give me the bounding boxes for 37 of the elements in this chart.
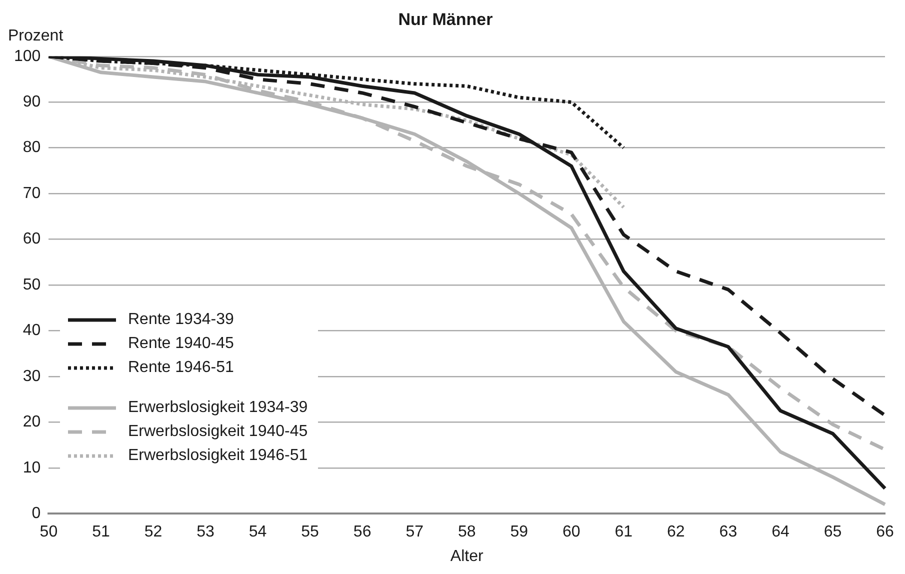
chart-title: Nur Männer	[398, 10, 494, 29]
y-tick-label: 70	[22, 184, 41, 202]
y-tick-label: 100	[14, 48, 41, 65]
legend-label: Erwerbslosigkeit 1946-51	[128, 447, 308, 465]
x-axis-title: Alter	[450, 548, 484, 565]
x-tick-label: 53	[196, 524, 214, 541]
y-tick-label: 20	[22, 414, 41, 431]
x-tick-label: 51	[92, 524, 110, 541]
x-tick-label: 56	[353, 524, 372, 541]
y-tick-label: 40	[22, 322, 41, 340]
legend-label: Erwerbslosigkeit 1934-39	[128, 399, 308, 417]
legend-label: Erwerbslosigkeit 1940-45	[128, 423, 308, 441]
x-tick-label: 55	[301, 524, 320, 541]
x-tick-label: 58	[458, 524, 476, 541]
x-tick-label: 60	[562, 524, 580, 541]
x-tick-label: 57	[406, 524, 424, 541]
x-tick-label: 50	[40, 524, 58, 541]
y-tick-label: 0	[32, 505, 41, 522]
y-tick-label: 90	[22, 94, 41, 111]
y-tick-label: 50	[22, 276, 41, 294]
x-tick-label: 63	[719, 524, 738, 541]
y-tick-label: 10	[22, 459, 41, 476]
legend-label: Rente 1946-51	[128, 359, 234, 377]
x-tick-label: 65	[824, 524, 842, 541]
x-tick-label: 59	[510, 524, 528, 541]
x-tick-label: 64	[772, 524, 790, 541]
x-tick-label: 62	[667, 524, 685, 541]
legend-label: Rente 1934-39	[128, 311, 234, 329]
y-tick-label: 30	[22, 368, 41, 385]
x-tick-label: 61	[614, 524, 633, 541]
y-axis-title: Prozent	[8, 27, 64, 44]
x-tick-label: 66	[876, 524, 894, 541]
legend-label: Rente 1940-45	[128, 335, 234, 353]
y-tick-label: 60	[22, 230, 41, 248]
x-tick-label: 52	[144, 524, 162, 541]
y-tick-label: 80	[22, 139, 41, 156]
x-tick-label: 54	[248, 524, 267, 541]
